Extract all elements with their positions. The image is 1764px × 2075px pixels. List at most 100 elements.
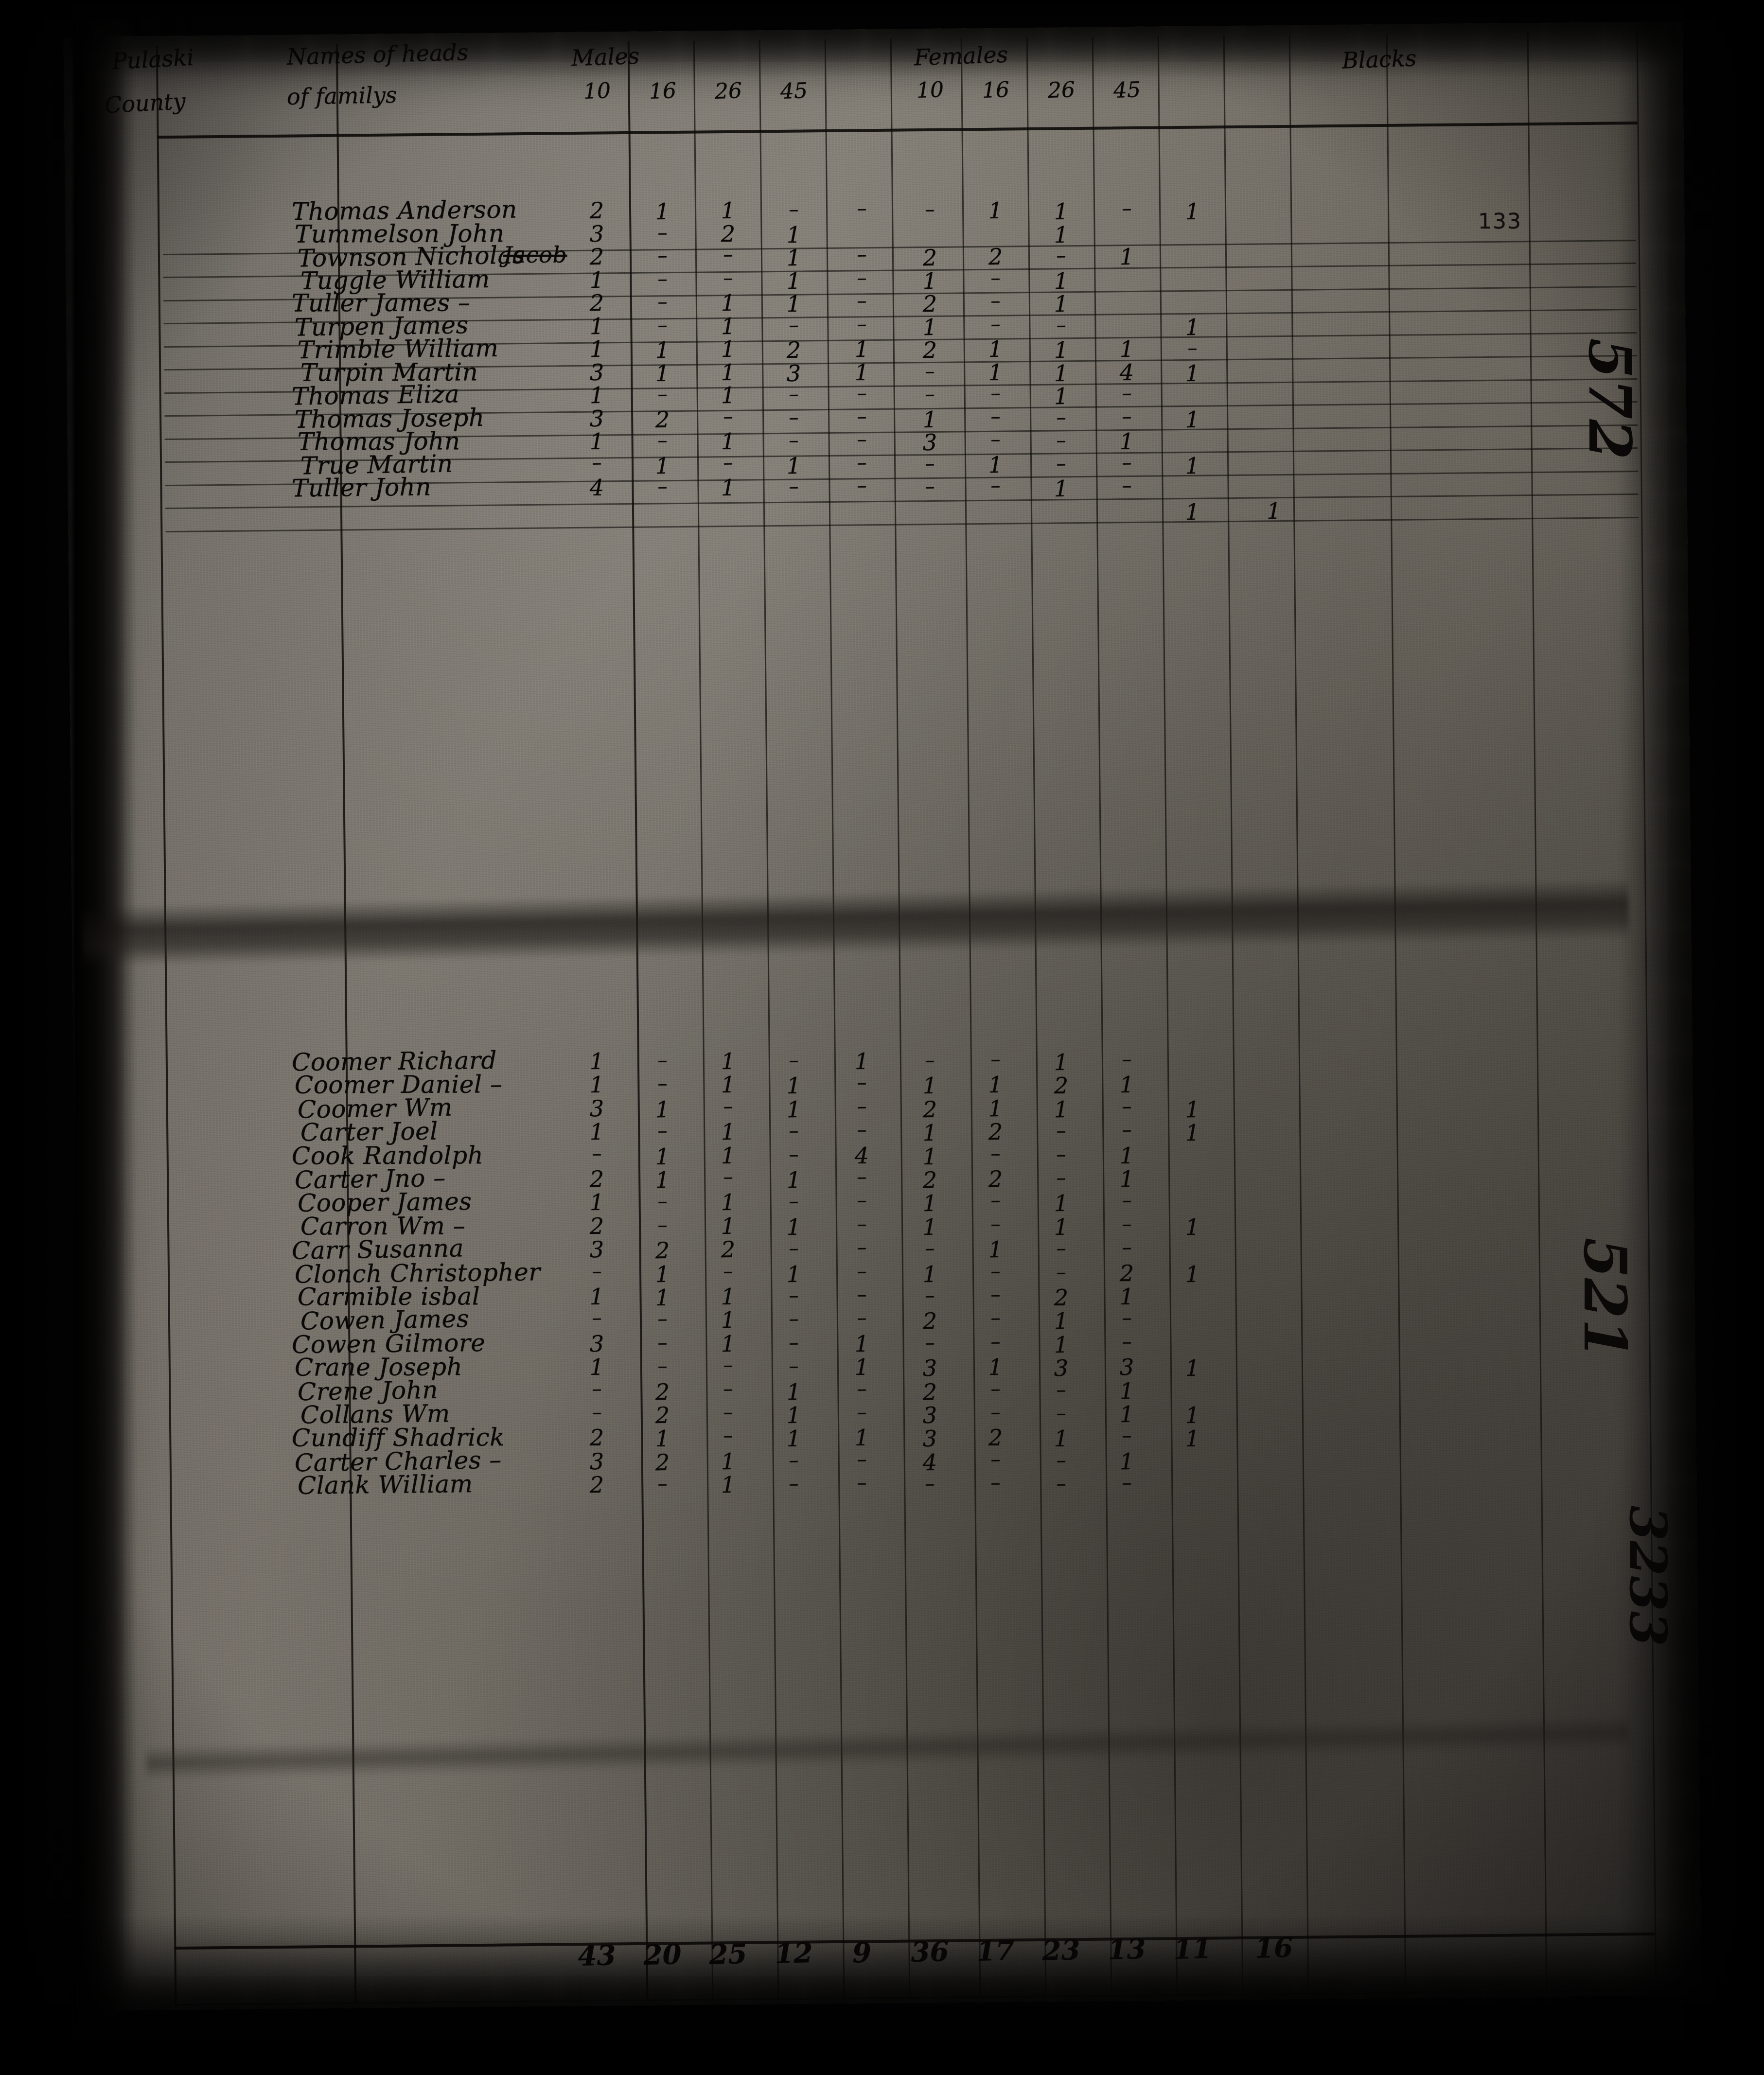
census-count-cell: – <box>1122 1119 1132 1142</box>
census-count-cell: 1 <box>786 1096 801 1123</box>
table-column-rule <box>1386 34 1407 1993</box>
census-count-cell: – <box>990 1142 1001 1165</box>
census-count-cell: 1 <box>721 1448 736 1475</box>
census-count-cell: – <box>1187 336 1198 360</box>
census-count-cell: – <box>1056 244 1066 267</box>
census-count-cell: 1 <box>786 290 801 317</box>
census-count-cell: – <box>723 1401 733 1424</box>
census-count-cell: – <box>1122 1472 1132 1495</box>
males-age-tick-10: 10 <box>583 78 611 104</box>
census-count-cell: 1 <box>1267 497 1281 524</box>
census-count-cell: – <box>857 428 867 451</box>
census-count-cell: – <box>1122 1307 1132 1330</box>
census-count-cell: 1 <box>655 1284 670 1311</box>
census-count-cell: – <box>1056 1378 1066 1401</box>
census-count-cell: – <box>789 314 799 336</box>
census-count-cell: – <box>657 244 668 267</box>
census-count-cell: 1 <box>589 1189 604 1216</box>
census-count-cell: – <box>789 1449 799 1472</box>
census-count-cell: – <box>857 1189 867 1212</box>
census-count-cell: 1 <box>721 1142 736 1169</box>
census-count-cell: – <box>657 429 668 452</box>
census-count-cell: 1 <box>1185 406 1200 433</box>
females-header: Females <box>914 41 1009 71</box>
census-count-cell: – <box>789 1308 799 1331</box>
census-count-cell: – <box>789 383 799 406</box>
column-total: 20 <box>643 1938 682 1972</box>
census-count-cell: – <box>857 313 867 335</box>
column-total: 11 <box>1173 1932 1212 1966</box>
census-count-cell: 1 <box>922 1213 937 1240</box>
census-count-cell: – <box>1122 1236 1132 1259</box>
census-count-cell: 1 <box>721 1119 736 1145</box>
census-count-cell: 2 <box>721 1236 736 1263</box>
census-count-cell: 1 <box>655 1425 670 1452</box>
census-count-cell: 1 <box>589 1119 604 1145</box>
males-header: Males <box>571 42 640 71</box>
census-count-cell: 1 <box>655 336 670 364</box>
census-count-cell: – <box>657 1331 668 1354</box>
census-count-cell: 1 <box>721 289 736 317</box>
census-count-cell: – <box>990 266 1001 289</box>
census-count-cell: 2 <box>922 290 937 317</box>
margin-tally-number-1: 572 <box>1575 338 1644 460</box>
census-count-cell: 1 <box>1119 1142 1134 1169</box>
census-count-cell: – <box>925 452 935 475</box>
names-header-line1: Names of heads <box>286 39 469 70</box>
females-age-tick-16: 16 <box>982 77 1010 103</box>
census-count-cell: 1 <box>1054 1308 1069 1335</box>
column-total: 16 <box>1254 1932 1293 1965</box>
census-count-cell: – <box>1056 429 1066 452</box>
census-count-cell: – <box>857 382 867 405</box>
census-count-cell: 1 <box>1185 1120 1200 1146</box>
census-count-cell: – <box>1056 452 1066 475</box>
census-count-cell: – <box>857 405 867 428</box>
census-count-cell: – <box>1122 1048 1132 1071</box>
census-count-cell: – <box>990 474 1001 497</box>
column-total: 13 <box>1107 1933 1147 1967</box>
males-upwards-label: Upwards <box>848 0 874 23</box>
census-count-cell: 1 <box>1054 290 1069 317</box>
census-count-cell: – <box>925 383 935 406</box>
census-count-cell: – <box>1056 1402 1066 1425</box>
census-count-cell: – <box>1056 1143 1066 1166</box>
census-count-cell: 2 <box>922 1096 937 1123</box>
census-count-cell: 1 <box>786 1402 801 1429</box>
census-count-cell: 2 <box>1054 1284 1069 1311</box>
census-count-cell: 1 <box>988 1072 1003 1098</box>
census-count-cell: 1 <box>1054 1049 1069 1076</box>
census-count-cell: 1 <box>922 1261 937 1287</box>
census-count-cell: 1 <box>1119 335 1134 363</box>
table-column-rule <box>1288 35 1309 1994</box>
census-count-cell: 1 <box>922 1143 937 1170</box>
census-count-cell: – <box>857 1307 867 1330</box>
census-count-cell: 1 <box>1185 198 1200 225</box>
census-count-cell: 1 <box>1185 360 1200 387</box>
census-count-cell: – <box>657 1473 668 1495</box>
census-count-cell: 3 <box>1054 1355 1069 1382</box>
census-count-cell: 1 <box>721 474 736 501</box>
census-count-cell: 1 <box>721 1048 736 1075</box>
census-count-cell: – <box>990 1330 1001 1353</box>
census-count-cell: – <box>592 1401 602 1424</box>
census-count-cell: – <box>789 1120 799 1143</box>
county-label-line1: Pulaski <box>111 44 195 75</box>
census-count-cell: 3 <box>589 1236 604 1263</box>
census-count-cell: 2 <box>589 1213 604 1239</box>
census-count-cell: – <box>925 1049 935 1072</box>
census-count-cell: 3 <box>589 1330 604 1357</box>
margin-tally-number-2: 521 <box>1570 1237 1639 1359</box>
census-count-cell: 2 <box>922 336 937 364</box>
census-count-cell: – <box>857 1401 867 1424</box>
census-count-cell: – <box>723 451 733 474</box>
census-count-cell: 1 <box>988 1095 1003 1122</box>
males-age-tick-26: 26 <box>714 78 742 104</box>
census-count-cell: – <box>723 266 733 289</box>
table-column-rule <box>1223 35 1244 1995</box>
census-count-cell: – <box>657 290 668 314</box>
census-count-cell: – <box>592 451 602 474</box>
census-count-cell: – <box>789 1190 799 1213</box>
census-count-cell: – <box>857 1072 867 1094</box>
census-count-cell: 1 <box>1185 1402 1200 1429</box>
census-count-cell: – <box>657 314 668 336</box>
